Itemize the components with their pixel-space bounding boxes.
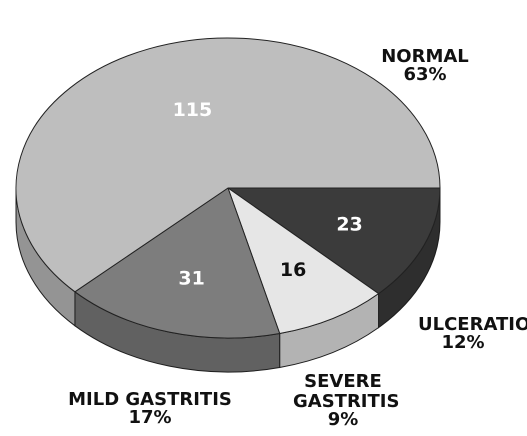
percent-label: 17% [128, 407, 172, 428]
slice [74, 187, 281, 339]
percent-label: 63% [403, 64, 447, 85]
slice-side-shade [378, 188, 440, 328]
percent-label: 9% [327, 409, 359, 430]
category-label: SEVERE GASTRITIS [293, 371, 400, 412]
category-label: ULCERATION [418, 314, 527, 335]
category-label: MILD GASTRITIS [68, 389, 232, 410]
slice [226, 187, 441, 295]
value-label: 31 [178, 267, 204, 289]
slice [227, 186, 380, 335]
percent-label: 12% [441, 332, 485, 353]
slice-side-shade [74, 291, 280, 372]
slice [15, 37, 441, 293]
slice-side-shade [279, 293, 379, 368]
category-label: NORMAL [381, 46, 469, 67]
value-label: 23 [336, 213, 362, 235]
slice-side-shade [16, 188, 75, 326]
value-label: 115 [173, 99, 213, 121]
value-label: 16 [280, 259, 306, 281]
